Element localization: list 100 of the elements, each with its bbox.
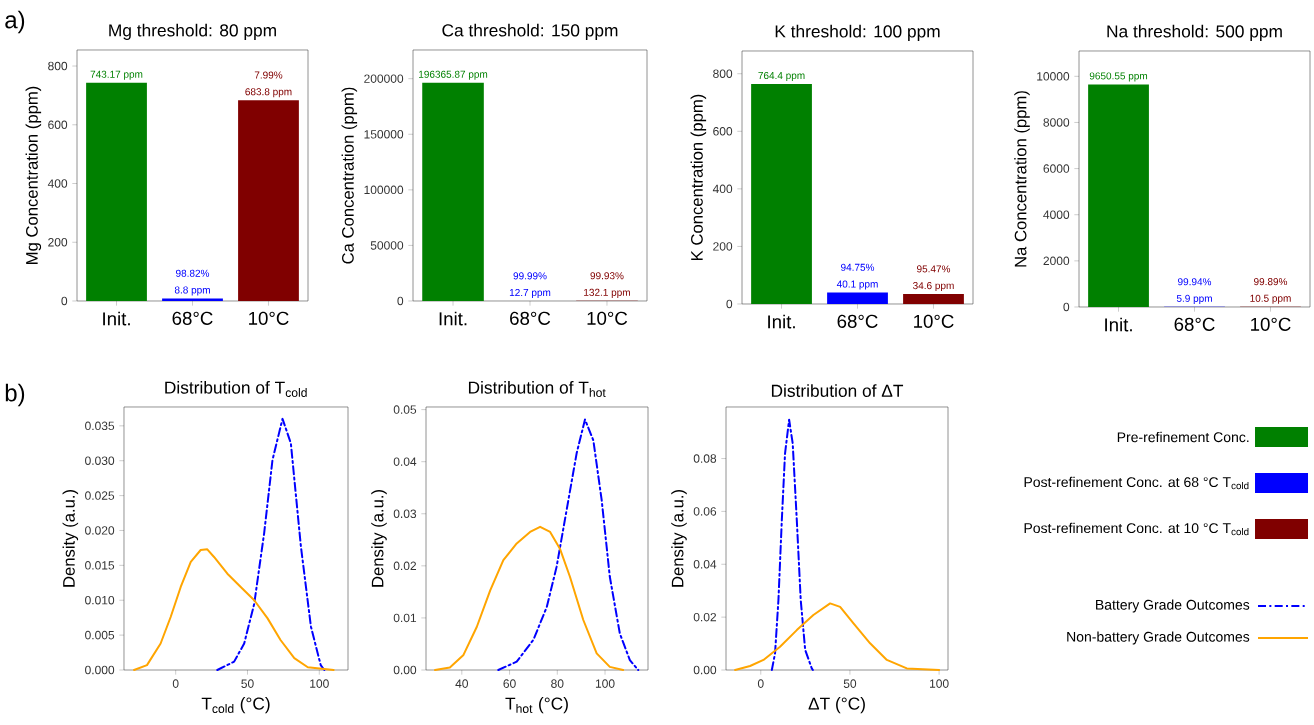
x-tick-label: 40 xyxy=(455,679,469,688)
chart-title: Distribution of T$_{hot}$ xyxy=(468,380,606,397)
text: a) xyxy=(5,10,25,34)
y-tick-label: 0.000 xyxy=(85,665,115,675)
x-tick-label: 68°C xyxy=(1174,317,1215,331)
data-label: 40.1 ppm xyxy=(836,280,878,290)
y-tick-label: 150000 xyxy=(364,130,404,139)
x-tick-label: Init. xyxy=(1105,317,1132,332)
y-tick-label: 0.010 xyxy=(85,595,115,605)
chart-title: Distribution of T$_{cold}$ xyxy=(165,380,307,397)
annotation: 99.99% xyxy=(513,272,547,280)
x-tick-label: 68°C xyxy=(837,314,878,328)
y-tick-label: 4000 xyxy=(1043,210,1070,219)
y-tick-label: 800 xyxy=(48,61,68,71)
x-tick-label: 60 xyxy=(503,679,516,688)
y-tick-label: 0.02 xyxy=(393,561,417,571)
y-tick-label: 200 xyxy=(48,238,68,247)
y-tick-label: 50000 xyxy=(370,241,404,250)
y-tick-label: 0.01 xyxy=(393,613,417,623)
y-axis-title: Mg Concentration (ppm) xyxy=(25,86,42,264)
y-axis-title: Ca Concentration (ppm) xyxy=(341,87,358,264)
x-tick-label: 50 xyxy=(843,679,857,688)
chart-title: Ca threshold: 150 ppm xyxy=(442,23,618,40)
line-series xyxy=(434,525,625,671)
y-tick-label: 200 xyxy=(713,242,733,251)
y-tick-label: 0.05 xyxy=(393,405,417,414)
x-tick-label: Init. xyxy=(103,311,130,326)
data-label: 196365.87 ppm xyxy=(419,70,488,80)
y-axis-title: Na Concentration (ppm) xyxy=(1014,91,1030,267)
y-tick-label: 0.04 xyxy=(693,560,717,569)
x-tick-label: 80 xyxy=(551,679,564,688)
y-tick-label: 200000 xyxy=(364,74,404,83)
y-tick-label: 0.025 xyxy=(85,491,115,500)
annotation: 99.94% xyxy=(1178,278,1212,286)
x-tick-label: 0 xyxy=(172,679,179,688)
x-tick-label: 100 xyxy=(595,679,615,688)
line-series xyxy=(497,418,640,671)
chart-title: Mg threshold: 80 ppm xyxy=(109,23,276,40)
x-axis-title: T$_{cold}$ (°C) xyxy=(201,697,270,714)
x-tick-label: Init. xyxy=(768,314,795,329)
data-label: 8.8 ppm xyxy=(174,286,210,296)
data-label: 5.9 ppm xyxy=(1176,294,1212,304)
x-tick-label: 68°C xyxy=(172,311,213,325)
annotation: 99.89% xyxy=(1254,278,1288,286)
y-tick-label: 0.020 xyxy=(85,526,115,535)
text: b) xyxy=(5,383,25,407)
annotation: 95.47% xyxy=(917,265,951,273)
chart-title: K threshold: 100 ppm xyxy=(775,24,940,41)
line-series xyxy=(133,548,335,671)
y-tick-label: 0.08 xyxy=(693,454,717,463)
data-label: 12.7 ppm xyxy=(509,288,551,299)
chart-title: Distribution of ΔT xyxy=(771,384,904,397)
data-label: 34.6 ppm xyxy=(913,282,954,292)
annotation: 94.75% xyxy=(841,263,875,271)
x-tick-label: 10°C xyxy=(1251,317,1291,331)
legend-label: Post-refinement Conc. at 68 °C T$_{cold}$ xyxy=(1024,476,1249,490)
y-tick-label: 0.005 xyxy=(85,630,115,640)
y-tick-label: 0 xyxy=(726,299,733,309)
x-axis-title: T$_{hot}$ (°C) xyxy=(505,697,568,714)
y-tick-label: 0 xyxy=(1063,302,1070,312)
x-tick-label: 68°C xyxy=(510,311,551,325)
x-axis-title: ΔT (°C) xyxy=(808,697,865,714)
data-label: 132.1 ppm xyxy=(584,288,630,298)
line-series xyxy=(734,602,941,671)
annotation: 99.93% xyxy=(590,272,624,280)
y-tick-label: 0.04 xyxy=(393,457,417,466)
y-axis-title: Density (a.u.) xyxy=(671,490,687,587)
y-tick-label: 400 xyxy=(47,179,68,188)
data-label: 764.4 ppm xyxy=(758,71,805,82)
y-tick-label: 0.015 xyxy=(85,561,115,570)
data-label: 743.17 ppm xyxy=(90,70,143,80)
x-tick-label: 10°C xyxy=(249,311,289,325)
x-tick-label: 100 xyxy=(310,679,329,688)
y-tick-label: 0.02 xyxy=(693,612,717,622)
data-label: 9650.55 ppm xyxy=(1089,72,1148,82)
x-tick-label: 10°C xyxy=(587,311,628,325)
y-tick-label: 400 xyxy=(712,184,733,194)
y-tick-label: 800 xyxy=(713,69,733,78)
y-tick-label: 8000 xyxy=(1043,118,1070,127)
y-tick-label: 0 xyxy=(397,296,404,306)
x-tick-label: Init. xyxy=(439,311,467,326)
legend-label: Pre-refinement Conc. xyxy=(1117,431,1249,443)
y-axis-title: Density (a.u.) xyxy=(62,490,79,587)
y-tick-label: 0.03 xyxy=(393,509,417,519)
data-label: 683.8 ppm xyxy=(245,88,292,98)
annotation: 7.99% xyxy=(254,71,283,79)
y-tick-label: 0.06 xyxy=(693,507,717,516)
legend-label: Non-battery Grade Outcomes xyxy=(1067,631,1250,645)
line-series xyxy=(216,417,326,671)
data-label: 10.5 ppm xyxy=(1250,294,1291,304)
x-tick-label: 100 xyxy=(930,679,949,688)
y-axis-title: Density (a.u.) xyxy=(371,490,387,587)
chart-title: Na threshold: 500 ppm xyxy=(1107,24,1282,41)
y-tick-label: 2000 xyxy=(1043,256,1070,266)
y-tick-label: 0.035 xyxy=(85,421,115,431)
x-tick-label: 10°C xyxy=(914,314,954,328)
legend-label: Post-refinement Conc. at 10 °C T$_{cold}$ xyxy=(1024,522,1249,536)
annotation: 98.82% xyxy=(176,269,210,277)
y-tick-label: 10000 xyxy=(1037,72,1070,81)
y-tick-label: 0.030 xyxy=(85,456,115,465)
